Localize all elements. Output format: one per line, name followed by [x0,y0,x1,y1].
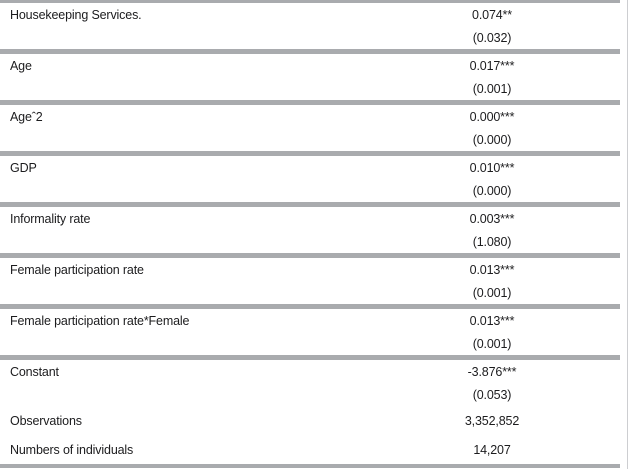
variable-label: Informality rate [10,211,91,226]
variable-label: Female participation rate [10,262,144,277]
coefficient-value: 0.010*** [469,160,515,175]
coef-line: GDP 0.010*** [0,156,627,179]
coef-block: Housekeeping Services. 0.074** (0.032) [0,3,627,49]
summary-row-observations: Observations 3,352,852 [0,406,627,435]
standard-error-value: (0.001) [472,285,512,300]
coef-block: Female participation rate*Female 0.013**… [0,309,627,355]
coefficient-value: 0.000*** [469,109,515,124]
se-line: (1.080) [0,230,627,253]
summary-row-individuals: Numbers of individuals 14,207 [0,435,627,464]
coef-line: Ageˆ2 0.000*** [0,105,627,128]
coefficient-value: 0.013*** [469,262,515,277]
coef-block: Constant -3.876*** (0.053) [0,360,627,406]
row-separator-rule [0,202,620,207]
coef-line: Female participation rate*Female 0.013**… [0,309,627,332]
coefficient-value: 0.013*** [469,313,515,328]
standard-error-value: (0.000) [472,183,512,198]
row-separator-rule [0,304,620,309]
row-separator-rule [0,100,620,105]
coef-line: Informality rate 0.003*** [0,207,627,230]
table-bottom-rule [0,464,620,468]
se-line: (0.053) [0,383,627,406]
variable-label: Housekeeping Services. [10,7,142,22]
se-line: (0.032) [0,26,627,49]
variable-label: Age [10,58,32,73]
coef-line: Female participation rate 0.013*** [0,258,627,281]
se-line: (0.001) [0,332,627,355]
standard-error-value: (0.032) [472,30,512,45]
coef-block: Ageˆ2 0.000*** (0.000) [0,105,627,151]
row-separator-rule [0,151,620,156]
variable-label: Female participation rate*Female [10,313,190,328]
se-line: (0.001) [0,77,627,100]
standard-error-value: (0.053) [472,387,512,402]
coef-line: Housekeeping Services. 0.074** [0,3,627,26]
coef-block: GDP 0.010*** (0.000) [0,156,627,202]
variable-label: Constant [10,364,59,379]
coef-block: Informality rate 0.003*** (1.080) [0,207,627,253]
summary-value: 14,207 [473,442,511,457]
variable-label: Ageˆ2 [10,109,43,124]
row-separator-rule [0,253,620,258]
variable-label: GDP [10,160,37,175]
se-line: (0.001) [0,281,627,304]
standard-error-value: (0.001) [472,81,512,96]
se-line: (0.000) [0,179,627,202]
se-line: (0.000) [0,128,627,151]
coefficient-value: -3.876*** [467,364,517,379]
summary-value: 3,352,852 [464,413,520,428]
table-top-rule [0,0,620,3]
coef-block: Female participation rate 0.013*** (0.00… [0,258,627,304]
standard-error-value: (0.001) [472,336,512,351]
coef-line: Age 0.017*** [0,54,627,77]
coef-block: Age 0.017*** (0.001) [0,54,627,100]
summary-label: Observations [10,413,82,428]
row-separator-rule [0,355,620,360]
coef-line: Constant -3.876*** [0,360,627,383]
standard-error-value: (0.000) [472,132,512,147]
row-separator-rule [0,49,620,54]
summary-label: Numbers of individuals [10,442,134,457]
coefficient-value: 0.074** [472,7,512,22]
standard-error-value: (1.080) [472,234,512,249]
coefficient-value: 0.017*** [469,58,515,73]
coefficient-value: 0.003*** [469,211,515,226]
